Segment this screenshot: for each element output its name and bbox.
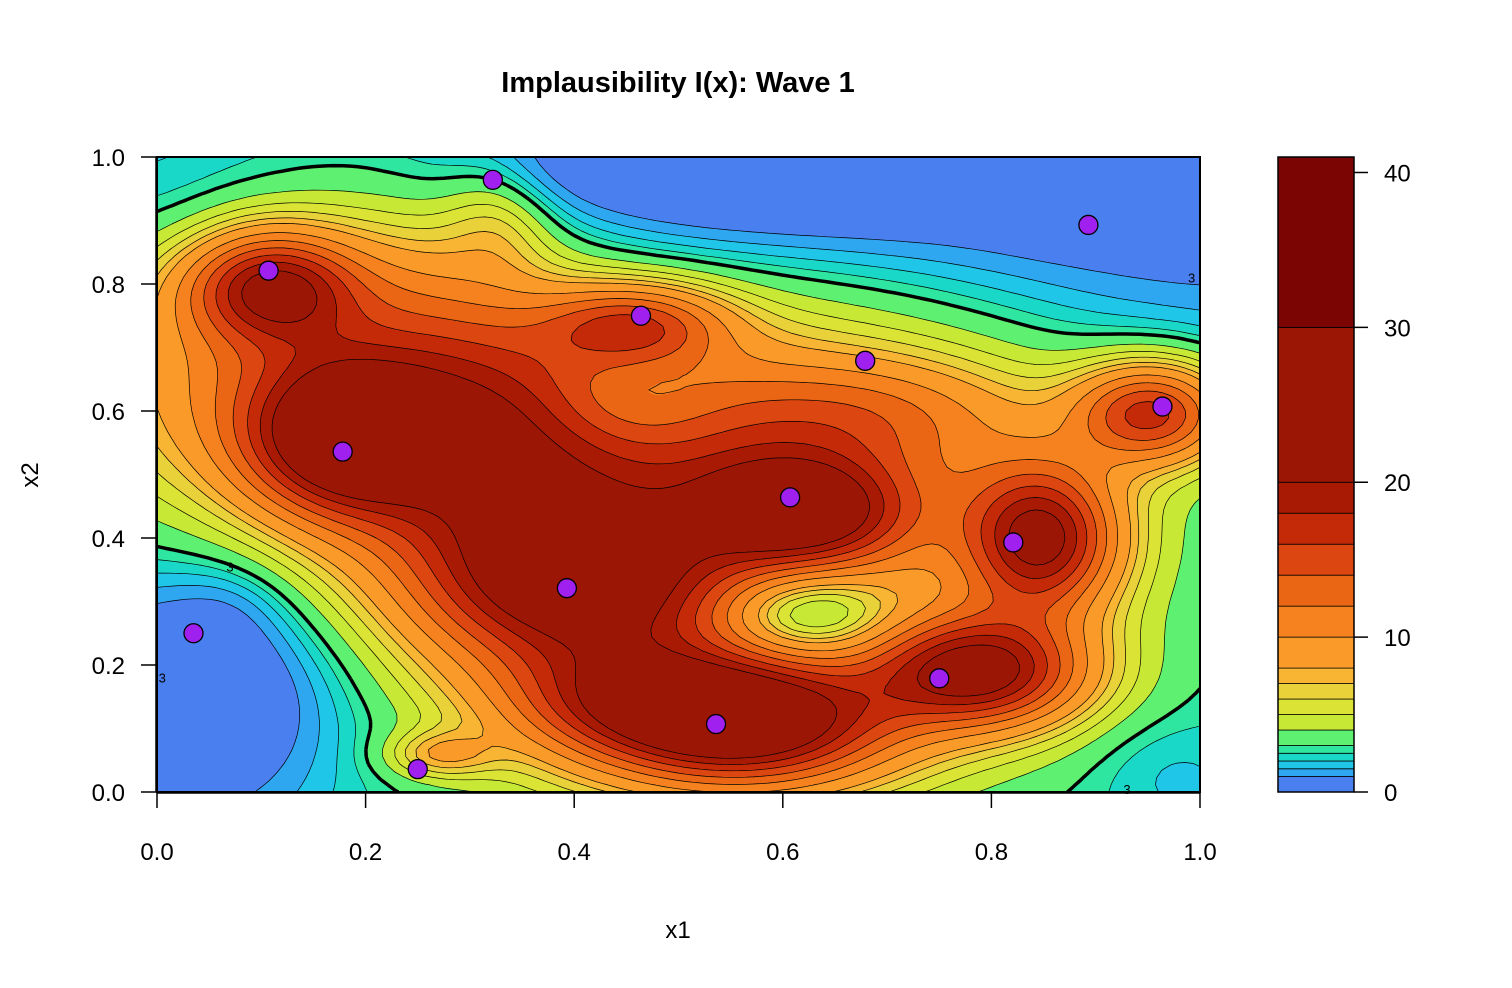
colorbar-band [1277,543,1355,576]
contour-line [157,217,1200,792]
design-point [556,578,578,599]
chart-title: Implausibility I(x): Wave 1 [501,67,854,99]
design-point [258,260,279,281]
colorbar-frame [1277,156,1355,793]
contour-label: 3 [226,560,233,575]
colorbar-band [1277,156,1355,328]
y-axis-title: x2 [17,462,44,487]
colorbar-band [1277,512,1355,545]
colorbar-band [1277,776,1355,793]
design-point [929,668,950,689]
design-point [1152,396,1173,417]
x-tick-label: 0.2 [349,839,382,866]
contour-line [157,210,1200,792]
contour-line [241,270,1066,759]
contour-label: 3 [1123,782,1130,797]
contour-line [227,261,1078,765]
design-point [779,487,801,508]
colorbar-band [1277,667,1355,684]
y-tick-label: 0.2 [92,653,125,680]
colorbar-band [1277,574,1355,607]
x-tick-label: 0.0 [140,839,173,866]
colorbar-tick-label: 20 [1384,470,1411,497]
colorbar: 0 10 20 30 40 [1277,156,1411,807]
threshold-contour-line [157,163,1200,792]
design-point [482,169,503,191]
plot-area [157,157,1200,792]
contour-line [215,254,1169,772]
colorbar-band [1277,481,1355,514]
contour-label: 3 [159,671,166,686]
design-points [183,169,1173,780]
x-tick-label: 0.8 [975,839,1008,866]
x-axis: 0.0 0.2 0.4 0.6 0.8 1.0 [140,792,1217,866]
design-point [183,623,204,644]
contour-line [157,157,1200,792]
colorbar-band [1277,768,1355,777]
colorbar-band [1277,698,1355,715]
y-tick-label: 0.6 [92,399,125,426]
colorbar-band [1277,636,1355,669]
colorbar-band [1277,752,1355,762]
contour-line [157,202,1200,792]
colorbar-band [1277,745,1355,754]
colorbar-tick-label: 10 [1384,625,1411,652]
y-tick-label: 0.0 [92,780,125,807]
colorbar-band [1277,714,1355,731]
contour-line [157,189,1200,792]
contour-lines [157,157,1200,792]
plot-frame [156,156,1201,793]
contour-labels: 3 3 3 3 [159,271,1196,797]
design-point [630,305,652,326]
contour-line [190,240,1199,785]
y-tick-label: 0.4 [92,526,125,553]
design-point [705,713,727,735]
contour-line [203,247,1186,778]
colorbar-band [1277,760,1355,770]
y-axis: 0.0 0.2 0.4 0.6 0.8 1.0 [92,145,157,807]
x-tick-label: 1.0 [1183,839,1216,866]
design-point [1003,532,1024,553]
x-tick-label: 0.6 [766,839,799,866]
contour-line [157,223,1200,792]
design-point [332,441,353,462]
colorbar-band [1277,683,1355,700]
design-point [1078,214,1099,236]
x-tick-label: 0.4 [558,839,591,866]
contour-label: 3 [1188,271,1195,286]
colorbar-tick-label: 0 [1384,780,1397,807]
contour-line [157,157,1200,792]
colorbar-band [1277,729,1355,746]
contour-line [157,157,1200,792]
colorbar-tick-label: 40 [1384,160,1411,187]
contour-line [174,232,1200,792]
y-tick-label: 1.0 [92,145,125,172]
colorbar-tick-label: 30 [1384,315,1411,342]
colorbar-band [1277,326,1355,483]
contour-line [157,157,1200,792]
y-tick-label: 0.8 [92,272,125,299]
colorbar-band [1277,605,1355,638]
x-axis-title: x1 [665,917,690,944]
design-point [407,758,428,780]
design-point [855,350,876,371]
